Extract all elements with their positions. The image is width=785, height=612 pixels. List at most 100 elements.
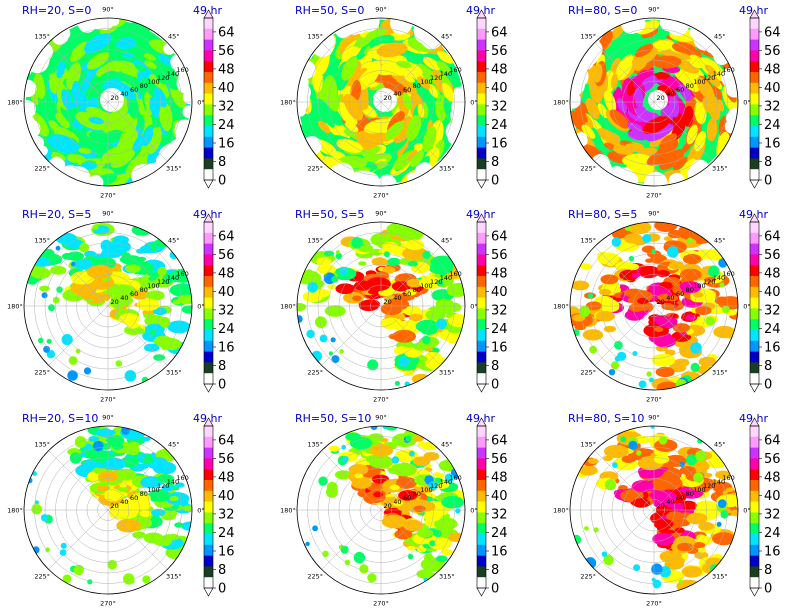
colorbar-segment (750, 254, 759, 266)
grid-spoke (380, 42, 441, 103)
rain-cell (324, 305, 346, 317)
colorbar-tick-label: 16 (764, 341, 781, 356)
angle-tick-label: 315° (166, 572, 182, 580)
polar-frame (23, 17, 193, 187)
radial-tick-label: 60 (403, 494, 411, 502)
colorbar-segment (204, 104, 213, 116)
rain-cell (112, 235, 129, 245)
angle-tick-label: 45° (714, 441, 726, 449)
grid-spoke (380, 305, 441, 366)
angle-tick-label: 180° (280, 99, 296, 107)
rain-cell (659, 133, 677, 150)
rain-cell (88, 116, 104, 125)
colorbar-segment (477, 82, 486, 94)
rain-cell (41, 514, 49, 522)
rain-edge-gap (445, 120, 465, 143)
rain-cell (694, 101, 705, 124)
rain-cell (378, 289, 391, 297)
angle-tick-label: 315° (439, 164, 455, 172)
rain-cell (138, 102, 145, 116)
colorbar-segment (477, 136, 486, 148)
rain-cell (74, 436, 87, 448)
colorbar-tick-label: 32 (491, 507, 508, 522)
rain-edge-gap (659, 18, 679, 32)
rain-cell (634, 88, 644, 108)
colorbar-tick-label: 8 (764, 563, 772, 578)
radial-tick-label: 140 (167, 478, 179, 486)
rain-cell (444, 473, 454, 483)
rain-cell (119, 483, 128, 488)
storm-eye (648, 90, 668, 110)
grid-spoke (321, 101, 382, 162)
colorbar: 0 8 16 24 32 40 48 56 64 (476, 9, 508, 189)
angle-tick-label: 225° (34, 164, 50, 172)
angle-tick-label: 270° (646, 192, 662, 200)
rain-cell (174, 522, 184, 528)
colorbar-segment (750, 147, 759, 159)
colorbar-segment (477, 512, 486, 524)
colorbar-frame (749, 425, 760, 589)
rain-cell (578, 305, 590, 318)
colorbar-tick-label: 16 (491, 545, 508, 560)
rain-cell (398, 356, 410, 367)
rain-cell (580, 263, 592, 270)
rain-edge-gap (182, 90, 192, 104)
panel-title: RH=80, S=0 (568, 4, 637, 17)
rain-cell (636, 450, 642, 456)
colorbar-segment (204, 566, 213, 578)
radial-tick-label: 120 (703, 74, 715, 82)
rain-cell (666, 511, 684, 522)
rain-cell (603, 554, 614, 566)
colorbar-segment (750, 39, 759, 51)
rain-cell (328, 445, 340, 452)
rain-cell (84, 250, 97, 258)
grid-spoke (48, 509, 109, 570)
rain-cell (679, 461, 685, 467)
colorbar-segment (477, 126, 486, 138)
angle-tick-label: 225° (34, 368, 50, 376)
colorbar-segment (750, 115, 759, 127)
colorbar-segment (204, 447, 213, 459)
rain-cell (455, 508, 461, 514)
rain-cell (153, 354, 166, 361)
colorbar-segment (204, 544, 213, 556)
grid-spoke (321, 246, 382, 307)
rain-cell (610, 73, 619, 89)
rain-cell (349, 436, 373, 450)
rain-cell (642, 116, 670, 134)
angle-tick-label: 225° (307, 572, 323, 580)
colorbar: 0 8 16 24 32 40 48 56 64 (749, 417, 781, 597)
rain-edge-gap (687, 167, 699, 180)
colorbar-tick-label: 8 (491, 155, 499, 170)
angle-tick-label: 45° (441, 237, 453, 245)
rain-cell (313, 291, 324, 297)
colorbar-segment (204, 373, 213, 385)
grid-spoke (48, 42, 109, 103)
colorbar-tick-label: 56 (764, 452, 781, 467)
rain-cell (402, 246, 428, 261)
polar-frame (23, 221, 193, 391)
angle-tick-label: 90° (648, 6, 660, 14)
rain-edge-gap (580, 38, 603, 61)
rain-cell (70, 41, 89, 63)
colorbar-tick-label: 32 (218, 303, 235, 318)
rain-cell (334, 470, 352, 480)
rain-cell (726, 487, 735, 492)
rain-cell (654, 222, 678, 233)
colorbar-segment (477, 458, 486, 470)
colorbar-segment (204, 61, 213, 73)
rain-cell (79, 69, 87, 82)
rain-cell (651, 353, 676, 367)
colorbar-segment (204, 147, 213, 159)
rain-cell (83, 367, 92, 375)
rain-cell (679, 466, 696, 475)
polar-grid (569, 221, 739, 391)
rain-edge-gap (176, 72, 192, 94)
grid-spoke (321, 305, 382, 366)
rain-cell (33, 257, 51, 267)
radial-tick-label: 160 (176, 474, 188, 482)
colorbar-tick-label: 32 (764, 507, 781, 522)
rain-cell (428, 481, 438, 491)
rain-cell (387, 257, 401, 266)
